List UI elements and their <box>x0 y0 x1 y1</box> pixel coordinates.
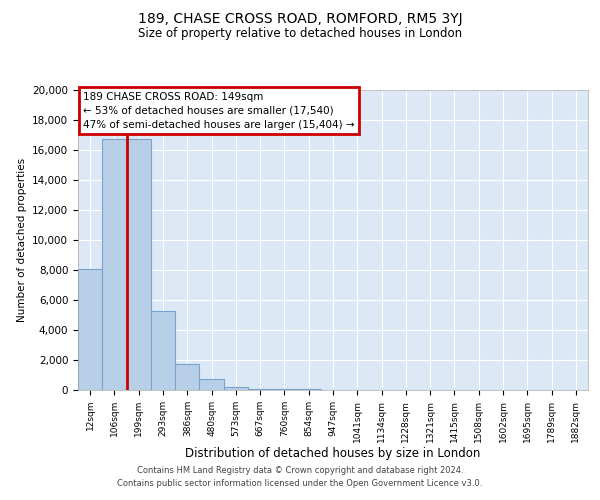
Bar <box>175 364 199 390</box>
Text: Size of property relative to detached houses in London: Size of property relative to detached ho… <box>138 28 462 40</box>
Bar <box>102 140 127 390</box>
Bar <box>127 140 151 390</box>
Text: 189 CHASE CROSS ROAD: 149sqm
← 53% of detached houses are smaller (17,540)
47% o: 189 CHASE CROSS ROAD: 149sqm ← 53% of de… <box>83 92 355 130</box>
Y-axis label: Number of detached properties: Number of detached properties <box>17 158 26 322</box>
X-axis label: Distribution of detached houses by size in London: Distribution of detached houses by size … <box>185 448 481 460</box>
Text: Contains HM Land Registry data © Crown copyright and database right 2024.
Contai: Contains HM Land Registry data © Crown c… <box>118 466 482 487</box>
Bar <box>248 388 272 390</box>
Bar <box>199 379 224 390</box>
Bar <box>272 389 296 390</box>
Bar <box>151 310 175 390</box>
Bar <box>78 268 102 390</box>
Text: 189, CHASE CROSS ROAD, ROMFORD, RM5 3YJ: 189, CHASE CROSS ROAD, ROMFORD, RM5 3YJ <box>137 12 463 26</box>
Bar <box>224 387 248 390</box>
